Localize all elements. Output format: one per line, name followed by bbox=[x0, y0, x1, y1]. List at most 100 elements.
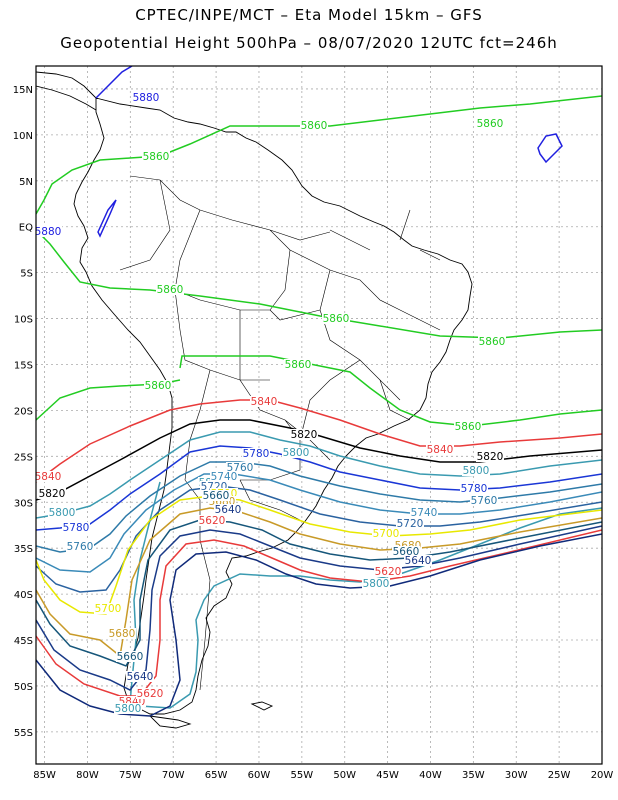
coastlines bbox=[36, 71, 473, 729]
south-america-coastline bbox=[73, 97, 473, 715]
lon-tick-label: 85W bbox=[33, 770, 56, 781]
contour-5760 bbox=[36, 461, 602, 553]
contour-label-bg bbox=[478, 336, 506, 347]
contour-label-5640: 5640 bbox=[127, 671, 154, 683]
contour-label-bg bbox=[156, 284, 184, 295]
contour-label-5740: 5740 bbox=[211, 471, 238, 483]
contour-label-5820: 5820 bbox=[39, 488, 66, 500]
contour-label-5860: 5860 bbox=[455, 421, 482, 433]
contour-label-bg bbox=[66, 541, 94, 552]
contour-label-5780: 5780 bbox=[461, 483, 488, 495]
contour-label-bg bbox=[36, 471, 62, 482]
contour-label-5880: 5880 bbox=[35, 226, 62, 238]
contour-5880 bbox=[537, 133, 563, 164]
lat-tick-label: EQ bbox=[19, 223, 33, 234]
lat-tick-label: 55S bbox=[14, 728, 33, 739]
contour-label-bg bbox=[136, 688, 164, 699]
contour-label-5620: 5620 bbox=[375, 566, 402, 578]
lat-tick-label: 15N bbox=[13, 85, 33, 96]
country-borders bbox=[119, 175, 441, 691]
map-frame bbox=[35, 65, 603, 765]
contour-label-5860: 5860 bbox=[143, 151, 170, 163]
contour-label-5640: 5640 bbox=[215, 504, 242, 516]
contour-label-5780: 5780 bbox=[243, 448, 270, 460]
contour-label-bg bbox=[470, 495, 498, 506]
contour-5840 bbox=[36, 399, 602, 483]
contour-label-bg bbox=[394, 540, 422, 551]
contour-label-5820: 5820 bbox=[477, 451, 504, 463]
contour-label-bg bbox=[94, 603, 122, 614]
contour-label-5620: 5620 bbox=[137, 688, 164, 700]
lon-tick-label: 65W bbox=[205, 770, 228, 781]
axis-labels: 15N10N5NEQ5S10S15S20S25S30S35S40S45S50S5… bbox=[13, 85, 614, 781]
contour-label-5840: 5840 bbox=[251, 396, 278, 408]
contour-label-bg bbox=[202, 490, 230, 501]
contour-label-bg bbox=[214, 504, 242, 515]
contour-label-5860: 5860 bbox=[323, 313, 350, 325]
contour-label-bg bbox=[300, 120, 328, 131]
lat-tick-label: 10N bbox=[13, 131, 33, 142]
contour-label-bg bbox=[290, 429, 318, 440]
lon-tick-label: 20W bbox=[591, 770, 614, 781]
contour-label-5760: 5760 bbox=[471, 495, 498, 507]
contour-label-bg bbox=[126, 671, 154, 682]
contour-label-5740: 5740 bbox=[411, 507, 438, 519]
contour-5860 bbox=[36, 95, 602, 215]
contour-label-bg bbox=[208, 496, 236, 507]
map-title: CPTEC/INPE/MCT – Eta Model 15km – GFS bbox=[135, 6, 483, 24]
lon-tick-label: 30W bbox=[505, 770, 528, 781]
contour-label-5800: 5800 bbox=[283, 447, 310, 459]
lat-tick-label: 45S bbox=[14, 636, 33, 647]
lon-tick-label: 60W bbox=[248, 770, 271, 781]
lon-tick-label: 50W bbox=[333, 770, 356, 781]
contour-5860 bbox=[179, 355, 602, 427]
contour-label-bg bbox=[282, 447, 310, 458]
contour-label-bg bbox=[48, 507, 76, 518]
contour-5800 bbox=[36, 431, 602, 519]
contour-label-bg bbox=[226, 462, 254, 473]
contour-label-bg bbox=[108, 628, 136, 639]
lon-tick-label: 55W bbox=[291, 770, 314, 781]
contour-label-5760: 5760 bbox=[67, 541, 94, 553]
lon-tick-label: 45W bbox=[376, 770, 399, 781]
lon-tick-label: 75W bbox=[119, 770, 142, 781]
contour-label-bg bbox=[144, 380, 172, 391]
lon-tick-label: 40W bbox=[419, 770, 442, 781]
contour-label-5800: 5800 bbox=[363, 578, 390, 590]
lat-tick-label: 5S bbox=[20, 269, 33, 280]
falkland-islands bbox=[250, 701, 274, 711]
contour-label-5700: 5700 bbox=[373, 528, 400, 540]
contour-label-bg bbox=[476, 451, 504, 462]
contour-5660 bbox=[36, 519, 602, 667]
contour-label-5860: 5860 bbox=[157, 284, 184, 296]
lat-tick-label: 20S bbox=[14, 406, 33, 417]
contour-label-bg bbox=[142, 151, 170, 162]
contour-label-bg bbox=[372, 528, 400, 539]
contour-label-bg bbox=[62, 522, 90, 533]
contour-label-5800: 5800 bbox=[115, 703, 142, 715]
lat-tick-label: 25S bbox=[14, 452, 33, 463]
contour-label-bg bbox=[198, 515, 226, 526]
contour-5780 bbox=[36, 445, 602, 531]
contour-label-bg bbox=[322, 313, 350, 324]
contour-label-bg bbox=[284, 359, 312, 370]
contour-5740 bbox=[36, 473, 602, 573]
contour-5880 bbox=[97, 199, 117, 238]
lat-tick-label: 40S bbox=[14, 590, 33, 601]
lon-tick-label: 35W bbox=[462, 770, 485, 781]
lat-tick-label: 5N bbox=[19, 177, 33, 188]
lon-tick-label: 25W bbox=[548, 770, 571, 781]
contour-label-bg bbox=[454, 421, 482, 432]
contour-label-5860: 5860 bbox=[145, 380, 172, 392]
contour-label-bg bbox=[118, 696, 146, 707]
contour-label-5780: 5780 bbox=[63, 522, 90, 534]
contour-label-5840: 5840 bbox=[35, 471, 62, 483]
contour-label-bg bbox=[38, 488, 66, 499]
contour-label-5640: 5640 bbox=[405, 555, 432, 567]
map-subtitle: Geopotential Height 500hPa – 08/07/2020 … bbox=[60, 34, 558, 52]
contour-label-bg bbox=[200, 481, 228, 492]
contour-label-bg bbox=[132, 92, 160, 103]
contour-label-bg bbox=[426, 444, 454, 455]
